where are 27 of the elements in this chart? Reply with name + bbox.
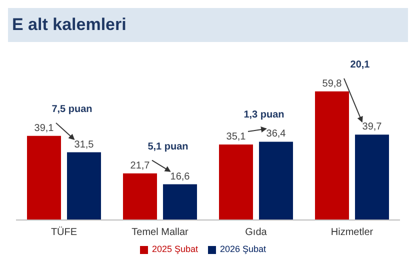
annotation: 5,1 puan xyxy=(148,141,188,152)
x-tick-label: TÜFE xyxy=(50,226,78,238)
bar xyxy=(355,134,389,220)
x-tick-label: Hizmetler xyxy=(330,227,374,238)
data-label: 59,8 xyxy=(322,78,342,90)
bar xyxy=(315,91,349,220)
bar xyxy=(27,136,61,220)
x-tick-label: Gıda xyxy=(245,227,268,238)
bar xyxy=(123,173,157,220)
bar xyxy=(259,142,293,220)
data-label: 21,7 xyxy=(130,160,150,172)
data-label: 16,6 xyxy=(170,171,190,182)
chart-title: E alt kalemleri xyxy=(8,8,408,42)
data-label: 39,7 xyxy=(362,122,382,133)
x-tick-label: Temel Mallar xyxy=(132,227,190,238)
data-label: 35,1 xyxy=(226,132,246,143)
legend-label: 2025 Şubat xyxy=(152,244,198,254)
data-label: 39,1 xyxy=(34,122,54,134)
annotation: 1,3 puan xyxy=(244,110,284,121)
bar xyxy=(219,144,253,220)
bar xyxy=(67,152,101,220)
data-label: 36,4 xyxy=(266,128,286,140)
annotation: 7,5 puan xyxy=(52,104,92,115)
annotation: 20,1 xyxy=(350,59,370,70)
bar xyxy=(163,184,197,220)
data-label: 31,5 xyxy=(74,139,94,150)
legend-label: 2026 Şubat xyxy=(220,244,266,254)
